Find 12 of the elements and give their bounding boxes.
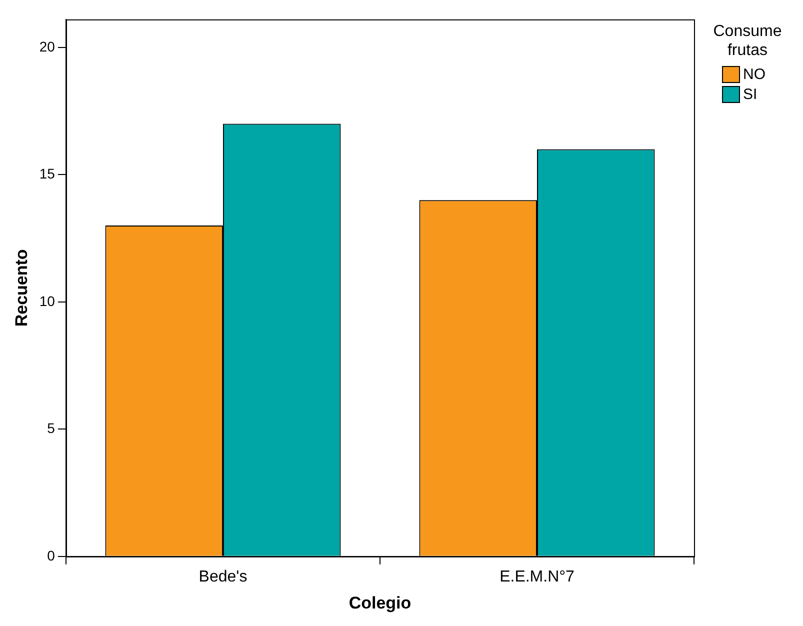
y-tick-label: 15 [39, 166, 56, 182]
y-tick-label: 20 [39, 38, 56, 54]
x-axis-title: Colegio [348, 593, 412, 612]
legend-label: NO [743, 66, 766, 82]
legend-label: SI [743, 86, 758, 102]
y-tick-label: 10 [39, 292, 56, 309]
x-tick-label: E.E.M.N°7 [500, 568, 575, 586]
legend-title: Consume frutas [712, 22, 783, 60]
y-tick-label: 0 [47, 547, 56, 564]
x-tick-label: Bede's [198, 568, 248, 586]
y-tick-label: 5 [47, 420, 56, 436]
y-axis-title: Recuento [12, 249, 31, 327]
